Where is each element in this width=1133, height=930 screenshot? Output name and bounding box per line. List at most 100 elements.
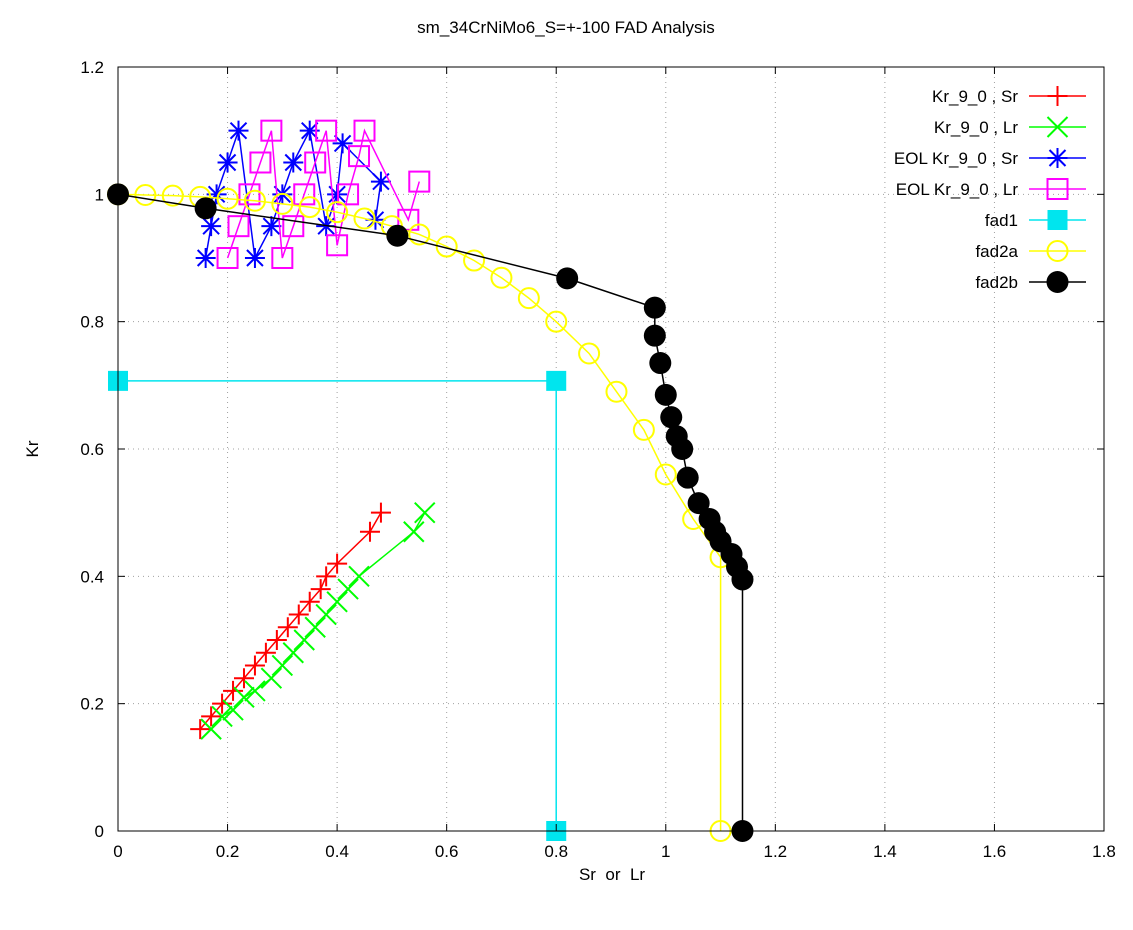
data-point bbox=[326, 234, 349, 257]
x-tick-label: 1.6 bbox=[983, 842, 1007, 861]
plus-marker bbox=[1047, 86, 1068, 106]
cross-marker bbox=[293, 629, 315, 651]
cross-marker bbox=[260, 667, 283, 689]
filled-square-marker bbox=[546, 370, 567, 391]
series-line bbox=[118, 380, 557, 831]
data-point bbox=[643, 296, 666, 319]
series-layer bbox=[107, 119, 754, 842]
series-line bbox=[117, 193, 744, 831]
x-axis-title: Sr or Lr bbox=[579, 865, 645, 884]
star-marker bbox=[217, 152, 238, 173]
cross-marker bbox=[271, 654, 294, 677]
data-point bbox=[671, 438, 694, 460]
cross-marker bbox=[1046, 116, 1069, 138]
data-point bbox=[212, 693, 233, 714]
data-point bbox=[195, 248, 216, 268]
data-point bbox=[293, 183, 316, 206]
cross-marker bbox=[326, 591, 348, 613]
x-tick-label: 0 bbox=[113, 842, 122, 861]
data-point bbox=[206, 184, 227, 205]
square-marker bbox=[293, 183, 316, 206]
cross-marker bbox=[304, 616, 326, 638]
cross-marker bbox=[315, 603, 337, 626]
circle-marker bbox=[654, 463, 677, 486]
legend-marker bbox=[1047, 86, 1068, 106]
data-point bbox=[435, 235, 458, 258]
data-point bbox=[517, 287, 540, 310]
y-tick-label: 0.4 bbox=[80, 567, 104, 586]
data-point bbox=[216, 187, 239, 210]
filled-square-marker bbox=[1047, 210, 1068, 230]
legend-label: EOL Kr_9_0 , Lr bbox=[896, 180, 1019, 199]
filled-circle-marker bbox=[687, 492, 710, 515]
square-marker bbox=[315, 119, 338, 142]
circle-marker bbox=[463, 249, 486, 272]
legend-entry: fad2a bbox=[975, 240, 1086, 262]
legend-label: Kr_9_0 , Lr bbox=[934, 118, 1018, 137]
x-tick-label: 0.2 bbox=[216, 842, 240, 861]
plus-marker bbox=[277, 617, 298, 638]
y-tick-label: 1 bbox=[95, 185, 104, 204]
data-point bbox=[654, 383, 677, 406]
series-kr-9-0-sr bbox=[190, 502, 391, 740]
data-point bbox=[326, 201, 349, 224]
circle-marker bbox=[216, 187, 239, 210]
circle-marker bbox=[632, 418, 655, 441]
filled-circle-marker bbox=[660, 406, 683, 429]
data-point bbox=[277, 617, 298, 638]
series-line bbox=[199, 512, 382, 730]
data-point bbox=[243, 189, 266, 212]
square-marker bbox=[348, 145, 371, 168]
data-point bbox=[266, 630, 287, 650]
plus-marker bbox=[310, 579, 331, 600]
data-point bbox=[365, 209, 386, 230]
data-point bbox=[304, 616, 326, 638]
data-point bbox=[660, 406, 683, 429]
legend-label: fad1 bbox=[985, 211, 1018, 230]
filled-circle-marker bbox=[643, 296, 666, 319]
x-tick-label: 0.8 bbox=[544, 842, 568, 861]
plus-marker bbox=[266, 630, 287, 650]
cross-marker bbox=[211, 705, 233, 728]
data-point bbox=[578, 342, 601, 365]
square-marker bbox=[271, 247, 294, 269]
data-point bbox=[326, 591, 348, 613]
data-point bbox=[260, 667, 283, 689]
plus-marker bbox=[327, 553, 348, 574]
data-point bbox=[546, 370, 567, 391]
data-point bbox=[249, 151, 272, 174]
y-axis-title: Kr bbox=[23, 440, 42, 457]
legend-label: fad2b bbox=[975, 273, 1018, 292]
data-point bbox=[298, 196, 321, 219]
data-point bbox=[244, 680, 266, 702]
data-point bbox=[283, 152, 304, 173]
data-point bbox=[654, 463, 677, 486]
data-point bbox=[386, 224, 409, 247]
star-marker bbox=[365, 209, 386, 230]
legend-label: fad2a bbox=[975, 242, 1018, 261]
data-point bbox=[261, 216, 282, 237]
plus-marker bbox=[359, 521, 380, 542]
data-point bbox=[238, 183, 261, 206]
filled-circle-marker bbox=[676, 466, 699, 489]
legend-marker bbox=[1047, 148, 1068, 168]
data-point bbox=[223, 680, 244, 701]
square-marker bbox=[260, 119, 283, 142]
data-point bbox=[244, 655, 265, 676]
circle-marker bbox=[408, 223, 431, 246]
filled-circle-marker bbox=[731, 568, 754, 591]
plus-marker bbox=[233, 668, 254, 689]
data-point bbox=[288, 604, 309, 625]
circle-marker bbox=[605, 380, 628, 403]
data-point bbox=[282, 642, 304, 664]
plus-marker bbox=[370, 502, 391, 523]
data-point bbox=[370, 171, 391, 192]
data-point bbox=[293, 629, 315, 651]
data-point bbox=[260, 119, 283, 142]
data-point bbox=[217, 152, 238, 173]
data-point bbox=[200, 718, 222, 740]
circle-marker bbox=[490, 266, 513, 289]
data-point bbox=[222, 699, 244, 721]
filled-circle-marker bbox=[1046, 271, 1069, 293]
